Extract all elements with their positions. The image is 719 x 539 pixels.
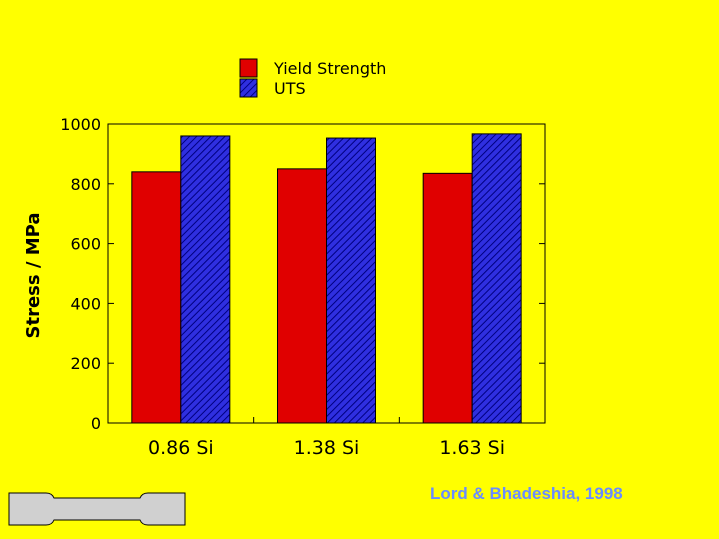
legend-label-yield-strength: Yield Strength (273, 59, 386, 78)
x-category-label: 1.63 Si (439, 437, 505, 459)
bar-yield-strength (277, 168, 327, 424)
y-tick-label: 800 (70, 175, 101, 194)
x-category-label: 0.86 Si (148, 437, 214, 459)
x-category-label: 1.38 Si (294, 437, 360, 459)
y-tick-label: 600 (70, 235, 101, 254)
bar-uts (471, 133, 522, 424)
plot-area: 0 200 400 600 800 1000 0.86 Si 1.38 Si 1.63 Si St… (23, 115, 546, 459)
y-tick-label: 1000 (60, 115, 101, 134)
legend-swatch-yield-strength (239, 58, 258, 78)
legend-label-uts: UTS (274, 79, 306, 98)
legend-swatch-uts (239, 78, 258, 98)
bar-uts (180, 135, 231, 424)
bar-yield-strength (131, 171, 182, 424)
credit-text: Lord & Bhadeshia, 1998 (430, 484, 623, 503)
tensile-specimen-icon (8, 492, 186, 526)
y-tick-label: 200 (70, 354, 101, 373)
bar-yield-strength (422, 172, 473, 424)
bar-uts (326, 137, 376, 424)
y-axis-label: Stress / MPa (23, 213, 44, 339)
y-tick-label: 0 (91, 414, 101, 433)
y-tick-label: 400 (70, 294, 101, 313)
